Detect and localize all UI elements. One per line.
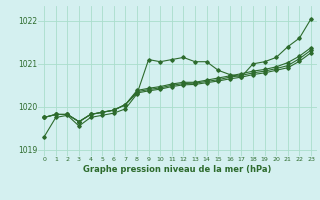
X-axis label: Graphe pression niveau de la mer (hPa): Graphe pression niveau de la mer (hPa) [84, 165, 272, 174]
